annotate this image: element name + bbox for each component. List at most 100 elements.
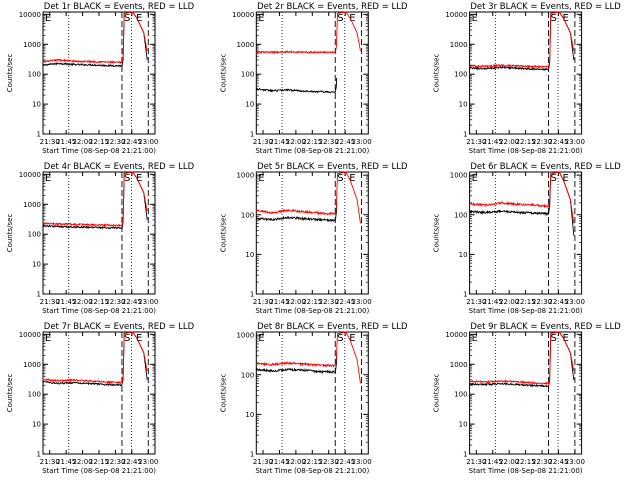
y-tick-label: 1: [463, 131, 467, 139]
panel-title: Det 8r BLACK = Events, RED = LLD: [257, 322, 408, 332]
series-lld-line: [255, 331, 361, 384]
panel-title: Det 3r BLACK = Events, RED = LLD: [470, 2, 621, 12]
x-axis-label: Start Time (08-Sep-08 21:21:00): [469, 307, 583, 315]
plot-frame: [255, 11, 369, 135]
panel-2: Det 2r BLACK = Events, RED = LLD 1 10 100 10…: [219, 2, 408, 155]
start-marker: S: [124, 13, 130, 24]
y-tick-label: 1: [250, 451, 254, 459]
series-events-line: [255, 77, 338, 94]
y-tick-label: 10: [32, 421, 41, 429]
y-tick-label: 10: [459, 421, 468, 429]
y-tick-label: 10: [32, 261, 41, 269]
x-tick-label: 22:45: [548, 458, 568, 466]
y-tick-label: 100: [241, 71, 254, 79]
x-tick-label: 21:45: [269, 458, 289, 466]
y-tick-label: 1000: [23, 41, 41, 49]
panel-5: Det 5r BLACK = Events, RED = LLD 1 10 100 10…: [219, 162, 408, 315]
panel-1: Det 1r BLACK = Events, RED = LLD 1 10 100 10…: [6, 2, 195, 155]
x-tick-label: 22:30: [319, 458, 339, 466]
x-tick-label: 22:45: [335, 298, 355, 306]
y-tick-label: 100: [241, 211, 254, 219]
end-marker: E: [136, 173, 142, 184]
x-tick-label: 21:30: [253, 298, 273, 306]
start-marker: S: [124, 333, 130, 344]
x-axis-label: Start Time (08-Sep-08 21:21:00): [469, 467, 583, 475]
y-axis-label: Counts/sec: [433, 214, 441, 253]
panel-title: Det 6r BLACK = Events, RED = LLD: [470, 162, 621, 172]
y-axis-label: Counts/sec: [433, 54, 441, 93]
y-tick-label: 1000: [23, 361, 41, 369]
series-events-line: [255, 352, 338, 374]
x-tick-label: 21:45: [483, 138, 503, 146]
panel-7: Det 7r BLACK = Events, RED = LLD 1 10 100 10…: [6, 322, 195, 475]
y-tick-label: 1: [250, 291, 254, 299]
y-axis-label: Counts/sec: [219, 54, 227, 93]
plot-frame: [469, 171, 583, 295]
y-axis-label: Counts/sec: [6, 54, 14, 93]
x-tick-label: 22:15: [89, 138, 109, 146]
y-tick-label: 10: [459, 101, 468, 109]
x-tick-label: 23:00: [565, 298, 585, 306]
plot-frame: [42, 331, 156, 455]
y-axis-label: Counts/sec: [6, 374, 14, 413]
x-axis-label: Start Time (08-Sep-08 21:21:00): [255, 307, 369, 315]
x-tick-label: 22:30: [532, 138, 552, 146]
panel-9: Det 9r BLACK = Events, RED = LLD 1 10 100 10…: [433, 322, 622, 475]
x-tick-label: 22:45: [122, 298, 142, 306]
x-tick-label: 22:45: [122, 138, 142, 146]
x-tick-label: 22:00: [286, 298, 306, 306]
x-tick-label: 21:30: [466, 458, 486, 466]
y-axis-label: Counts/sec: [6, 214, 14, 253]
plot-frame: [469, 331, 583, 455]
x-tick-label: 22:15: [516, 138, 536, 146]
series-lld-line: [255, 11, 361, 55]
edge-marker: E: [472, 173, 478, 184]
x-tick-label: 22:30: [105, 138, 125, 146]
x-tick-label: 21:45: [269, 298, 289, 306]
y-tick-label: 100: [28, 231, 41, 239]
x-tick-label: 22:00: [286, 138, 306, 146]
series-events-line: [42, 171, 148, 230]
y-tick-label: 1: [37, 131, 41, 139]
x-tick-label: 22:45: [548, 138, 568, 146]
y-tick-label: 100: [454, 71, 467, 79]
x-tick-label: 22:15: [89, 298, 109, 306]
x-tick-label: 23:00: [138, 138, 158, 146]
x-tick-label: 21:30: [466, 298, 486, 306]
plot-frame: [42, 11, 156, 135]
end-marker: E: [349, 333, 355, 344]
panel-title: Det 2r BLACK = Events, RED = LLD: [257, 2, 408, 12]
y-tick-label: 1000: [236, 41, 254, 49]
end-marker: E: [136, 13, 142, 24]
y-tick-label: 1: [37, 291, 41, 299]
panel-3: Det 3r BLACK = Events, RED = LLD 1 10 100 10…: [433, 2, 622, 155]
series-lld-line: [255, 171, 361, 224]
x-axis-label: Start Time (08-Sep-08 21:21:00): [42, 467, 156, 475]
x-tick-label: 22:45: [335, 458, 355, 466]
x-tick-label: 23:00: [138, 458, 158, 466]
series-lld-line: [42, 11, 148, 65]
x-tick-label: 21:45: [56, 298, 76, 306]
series-lld-line: [42, 171, 148, 228]
x-tick-label: 22:00: [286, 458, 306, 466]
x-tick-label: 22:30: [319, 298, 339, 306]
x-tick-label: 22:15: [302, 458, 322, 466]
x-tick-label: 23:00: [351, 138, 371, 146]
x-tick-label: 22:00: [72, 138, 92, 146]
x-tick-label: 22:30: [319, 138, 339, 146]
x-tick-label: 22:15: [89, 458, 109, 466]
x-tick-label: 22:45: [335, 138, 355, 146]
panel-title: Det 5r BLACK = Events, RED = LLD: [257, 162, 408, 172]
x-tick-label: 21:30: [40, 298, 60, 306]
y-tick-label: 1: [37, 451, 41, 459]
x-tick-label: 22:45: [548, 298, 568, 306]
y-tick-label: 10000: [232, 11, 254, 19]
y-tick-label: 1000: [236, 332, 254, 340]
y-axis-label: Counts/sec: [219, 374, 227, 413]
end-marker: E: [563, 173, 569, 184]
end-marker: E: [563, 13, 569, 24]
y-tick-label: 10000: [19, 171, 41, 179]
y-tick-label: 100: [454, 211, 467, 219]
y-tick-label: 1: [250, 131, 254, 139]
start-marker: S: [337, 173, 343, 184]
